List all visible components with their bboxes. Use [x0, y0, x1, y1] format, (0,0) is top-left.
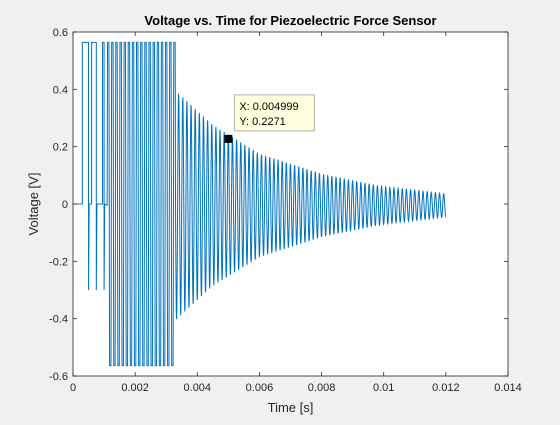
- y-axis-label: Voltage [V]: [26, 173, 41, 236]
- x-tick-label: 0.004: [184, 382, 212, 394]
- x-axis-ticks: 0 0.002 0.004 0.006 0.008 0.01 0.012 0.014: [70, 32, 522, 394]
- x-tick-label: 0.01: [373, 382, 394, 394]
- x-axis-label: Time [s]: [268, 400, 314, 415]
- y-tick-label: 0.4: [53, 84, 68, 96]
- x-tick-label: 0.012: [432, 382, 460, 394]
- x-tick-label: 0: [70, 382, 76, 394]
- x-tick-label: 0.008: [308, 382, 336, 394]
- y-tick-label: 0.2: [53, 142, 68, 154]
- y-axis-ticks: -0.6 -0.4 -0.2 0 0.2 0.4 0.6: [49, 27, 508, 383]
- plot-area: [73, 32, 508, 376]
- y-tick-label: -0.4: [49, 314, 68, 326]
- datatip-y-text: Y: 0.2271: [239, 116, 285, 128]
- x-tick-label: 0.002: [121, 382, 149, 394]
- voltage-series-line: [73, 41, 447, 367]
- y-tick-label: -0.2: [49, 256, 68, 268]
- x-tick-label: 0.014: [494, 382, 522, 394]
- datatip-marker[interactable]: [224, 134, 233, 143]
- datatip-box[interactable]: [233, 94, 315, 132]
- chart-title: Voltage vs. Time for Piezoelectric Force…: [144, 13, 436, 28]
- y-tick-label: 0: [62, 199, 68, 211]
- y-tick-label: 0.6: [53, 27, 68, 39]
- x-tick-label: 0.006: [246, 382, 274, 394]
- y-tick-label: -0.6: [49, 371, 68, 383]
- signal-layer: [73, 41, 447, 367]
- datatip-layer: X: 0.004999 Y: 0.2271: [224, 94, 315, 143]
- datatip-x-text: X: 0.004999: [239, 101, 298, 113]
